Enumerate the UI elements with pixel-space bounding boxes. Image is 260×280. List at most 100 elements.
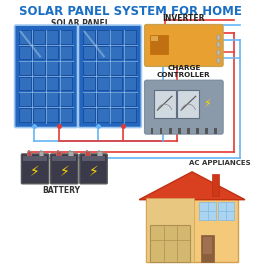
Bar — [33, 92, 45, 107]
FancyBboxPatch shape — [80, 154, 107, 184]
Bar — [97, 30, 109, 45]
Bar — [146, 198, 238, 262]
Bar — [33, 30, 45, 45]
Bar — [98, 62, 109, 75]
Bar — [178, 128, 181, 134]
Bar — [124, 77, 137, 91]
Bar — [98, 94, 109, 106]
Bar — [217, 34, 220, 39]
Bar — [47, 94, 58, 106]
Bar — [83, 46, 96, 60]
Text: ⚡: ⚡ — [60, 165, 69, 179]
Bar — [205, 128, 208, 134]
Bar — [160, 128, 162, 134]
Bar — [84, 31, 95, 44]
Bar — [47, 47, 58, 59]
Text: INVERTER: INVERTER — [162, 14, 205, 23]
Bar — [33, 77, 45, 91]
Bar — [19, 77, 32, 91]
Text: SOLAR PANEL: SOLAR PANEL — [50, 19, 109, 28]
Bar — [47, 46, 59, 60]
Bar — [98, 47, 109, 59]
Bar — [61, 31, 72, 44]
Bar — [217, 50, 220, 55]
Bar — [47, 62, 58, 75]
Bar — [151, 128, 153, 134]
Bar — [27, 151, 31, 156]
Bar — [201, 235, 214, 262]
Bar — [125, 47, 136, 59]
Bar — [111, 94, 122, 106]
Bar — [60, 92, 73, 107]
Bar — [84, 94, 95, 106]
Bar — [110, 61, 123, 76]
Bar — [83, 108, 96, 123]
Bar — [61, 47, 72, 59]
Bar — [19, 92, 32, 107]
Bar — [196, 128, 199, 134]
Bar — [111, 62, 122, 75]
Bar — [169, 128, 172, 134]
Bar — [47, 78, 58, 90]
Bar — [110, 77, 123, 91]
Bar — [97, 61, 109, 76]
Bar — [34, 62, 45, 75]
Bar — [33, 46, 45, 60]
Bar — [110, 30, 123, 45]
Text: BATTERY: BATTERY — [43, 186, 81, 195]
Bar — [47, 92, 59, 107]
Bar — [85, 151, 90, 156]
Bar — [83, 30, 96, 45]
Bar — [110, 46, 123, 60]
FancyBboxPatch shape — [51, 154, 78, 184]
FancyBboxPatch shape — [145, 25, 223, 66]
Bar — [154, 90, 176, 118]
Text: SOLAR PANEL SYSTEM FOR HOME: SOLAR PANEL SYSTEM FOR HOME — [18, 5, 242, 18]
Bar — [20, 62, 31, 75]
Bar — [47, 31, 58, 44]
Bar — [125, 78, 136, 90]
Bar — [82, 156, 105, 161]
Text: ⚡: ⚡ — [203, 99, 211, 109]
Bar — [150, 34, 168, 54]
Bar — [111, 78, 122, 90]
Bar — [124, 61, 137, 76]
Bar — [217, 59, 220, 63]
Bar — [83, 61, 96, 76]
Bar — [60, 30, 73, 45]
Bar — [177, 90, 199, 118]
Bar — [34, 78, 45, 90]
Bar — [146, 198, 194, 262]
Bar — [20, 78, 31, 90]
Polygon shape — [139, 172, 245, 200]
Text: ⚡: ⚡ — [89, 165, 98, 179]
Bar — [47, 61, 59, 76]
Bar — [98, 109, 109, 122]
Bar — [125, 62, 136, 75]
Bar — [83, 77, 96, 91]
Bar — [23, 156, 47, 161]
Bar — [124, 46, 137, 60]
Bar — [47, 108, 59, 123]
Bar — [97, 108, 109, 123]
Bar — [97, 92, 109, 107]
Bar — [150, 225, 190, 262]
Bar — [20, 31, 31, 44]
Bar — [97, 46, 109, 60]
Text: AC APPLIANCES: AC APPLIANCES — [188, 160, 250, 166]
FancyBboxPatch shape — [145, 80, 223, 134]
Bar — [19, 46, 32, 60]
Bar — [56, 151, 61, 156]
Bar — [33, 108, 45, 123]
Bar — [20, 94, 31, 106]
Text: ⚡: ⚡ — [30, 165, 40, 179]
Bar — [111, 47, 122, 59]
Bar — [61, 62, 72, 75]
Bar — [218, 202, 234, 220]
FancyBboxPatch shape — [21, 154, 49, 184]
Bar — [98, 31, 109, 44]
Bar — [110, 108, 123, 123]
Bar — [84, 47, 95, 59]
Bar — [124, 30, 137, 45]
Bar — [68, 151, 73, 156]
